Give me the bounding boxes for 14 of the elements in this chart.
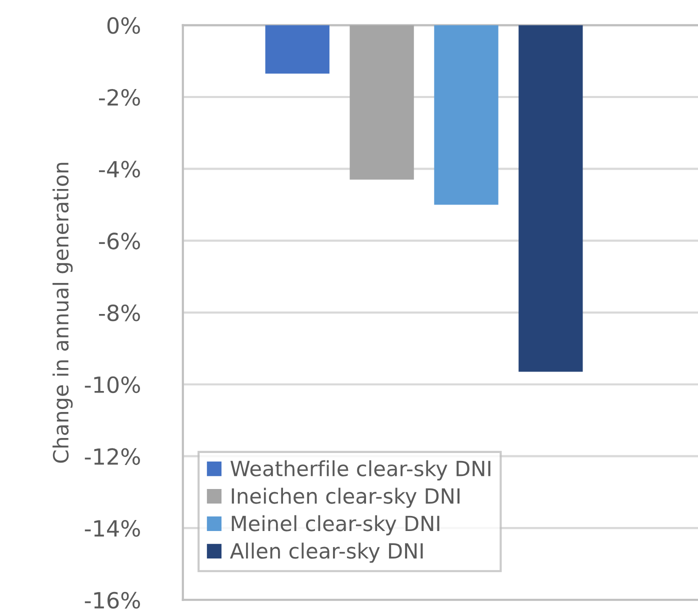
y-tick-label: -12% [84, 448, 140, 465]
y-tick-label: -16% [84, 592, 140, 609]
legend-label: Meinel clear-sky DNI [232, 515, 440, 536]
y-tick-label: -2% [99, 88, 140, 106]
y-axis-title: Change in annual generation [52, 162, 73, 463]
y-tick-label: -10% [84, 376, 140, 394]
legend-label: Ineichen clear-sky DNI [232, 488, 460, 508]
y-tick-label: 0% [107, 17, 140, 34]
y-tick-label: -14% [84, 520, 140, 537]
y-tick-label: -4% [99, 160, 140, 178]
legend-label: Weatherfile clear-sky DNI [230, 460, 490, 480]
y-tick-label: -6% [99, 232, 140, 250]
y-tick-label: -8% [99, 304, 140, 322]
legend-label: Allen clear-sky DNI [230, 542, 423, 563]
